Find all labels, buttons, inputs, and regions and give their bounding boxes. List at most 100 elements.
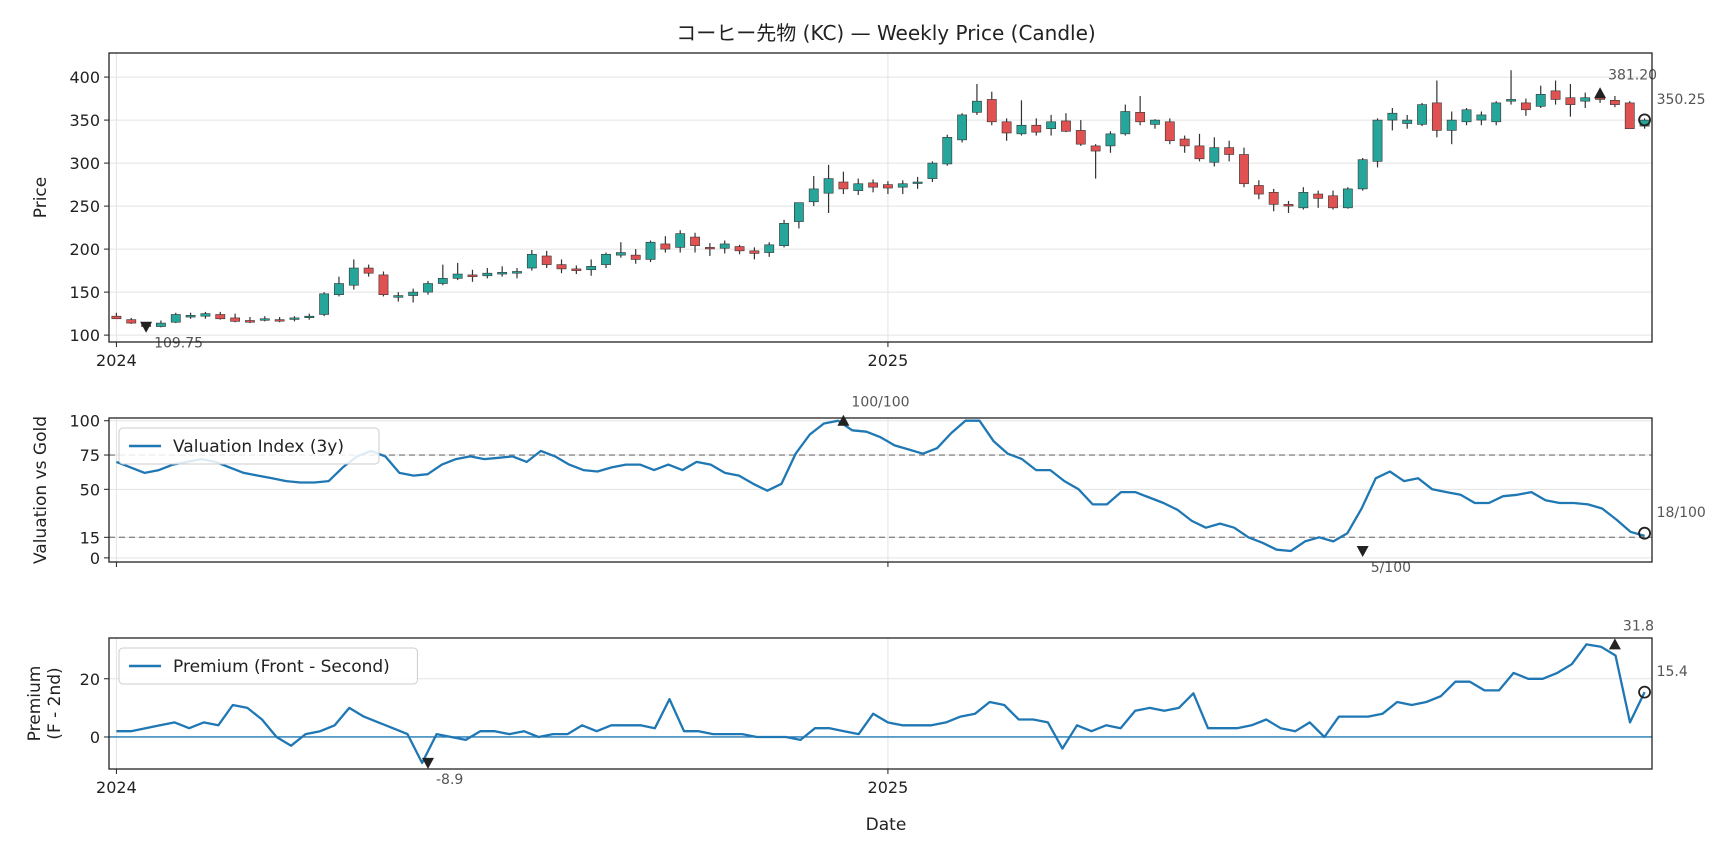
candle-body [111, 315, 122, 320]
annotation-label: 100/100 [851, 395, 909, 411]
y-tick-label: 0 [90, 728, 100, 747]
candle-body [497, 272, 508, 275]
candle-body [1372, 119, 1383, 162]
x-axis-label: Date [866, 815, 907, 835]
candle-body [1268, 192, 1279, 205]
legend-box [118, 427, 380, 465]
y-axis-label-line: Premium [25, 666, 45, 742]
candle-body [1328, 195, 1338, 209]
candle-body [1342, 188, 1353, 209]
x-tick-label: 2025 [868, 351, 909, 370]
candle-body [1135, 112, 1146, 123]
candle-body [541, 255, 552, 265]
candle-body [215, 314, 226, 320]
candle-body [304, 315, 315, 318]
plot-frame [108, 637, 1653, 770]
annotation-label: 15.4 [1657, 664, 1688, 680]
y-axis-label-line: (F - 2nd) [45, 667, 65, 739]
candle-body [556, 264, 567, 270]
y-tick-label: 250 [69, 197, 100, 216]
candle-body [378, 274, 389, 295]
candle-body [675, 233, 686, 248]
candle-body [1164, 121, 1175, 142]
y-axis-label-line: Valuation vs Gold [31, 416, 51, 564]
y-tick-label: 150 [69, 283, 100, 302]
x-tick-label: 2025 [868, 778, 909, 797]
candle-body [704, 247, 715, 250]
y-axis-label-line: Price [31, 177, 51, 218]
candle-body [156, 322, 166, 327]
y-tick-label: 400 [69, 68, 100, 87]
candle-body [1001, 121, 1012, 134]
chart-title: コーヒー先物 (KC) — Weekly Price (Candle) [676, 21, 1095, 45]
y-axis-label: Premium(F - 2nd) [25, 666, 65, 742]
candle-body [957, 114, 968, 141]
candle-body [1506, 99, 1516, 102]
candle-body [408, 291, 419, 296]
candle-body [615, 252, 626, 256]
candle-body [1491, 102, 1502, 123]
candle-body [719, 243, 730, 249]
annotation-label: 5/100 [1371, 560, 1411, 576]
candle-body [793, 202, 804, 222]
x-tick-label: 2024 [96, 778, 137, 797]
candle-body [1387, 112, 1398, 121]
y-tick-label: 15 [80, 528, 100, 547]
y-tick-label: 100 [69, 326, 100, 345]
candle-body [660, 243, 671, 250]
candle-body [185, 315, 196, 318]
annotation-marker [1594, 87, 1607, 99]
series-line [116, 643, 1646, 765]
y-tick-label: 50 [80, 480, 100, 499]
candle-body [1283, 204, 1294, 207]
annotation-marker [1356, 546, 1369, 558]
candle-body [986, 99, 997, 123]
candle-body [1461, 109, 1472, 123]
candle-body [1550, 90, 1561, 100]
annotation-label: 381.20 [1608, 67, 1657, 83]
candle-body [1061, 120, 1071, 132]
candle-body [363, 267, 374, 274]
y-axis-label: Valuation vs Gold [31, 416, 51, 564]
candle-body [482, 272, 493, 277]
candle-body [230, 317, 241, 322]
y-tick-label: 350 [69, 111, 100, 130]
candle-body [1046, 121, 1057, 129]
candle-body [1090, 145, 1101, 152]
annotation-label: 31.8 [1623, 618, 1654, 634]
legend-box [118, 647, 418, 685]
candle-body [1209, 147, 1220, 163]
candle-body [289, 317, 300, 320]
candle-body [1402, 119, 1413, 124]
candle-body [586, 266, 597, 271]
candle-body [274, 319, 285, 322]
y-tick-label: 300 [69, 154, 100, 173]
candle-body [1105, 133, 1116, 147]
price-panel: 100 150 200 250 300 350 400 Price 381.20 109.75 35… [31, 52, 1706, 370]
candle-body [868, 182, 878, 188]
annotation-marker [1638, 113, 1651, 127]
legend-label: Valuation Index (3y) [173, 437, 344, 457]
candle-body [1298, 192, 1309, 209]
candle-body [245, 320, 255, 323]
candle-body [334, 283, 344, 295]
annotation-label: 109.75 [154, 336, 203, 352]
candle-body [512, 271, 522, 274]
candle-body [942, 136, 953, 165]
annotation-label: 350.25 [1657, 92, 1706, 108]
candle-body [393, 295, 404, 298]
candle-body [348, 267, 359, 286]
candle-body [259, 318, 270, 321]
candle-body [319, 293, 330, 315]
candle-body [779, 223, 789, 246]
candle-body [1239, 154, 1249, 185]
legend-label: Premium (Front - Second) [173, 657, 390, 677]
y-tick-label: 200 [69, 240, 100, 259]
candle-body [1031, 124, 1042, 133]
plot-frame [108, 417, 1653, 563]
annotation-label: -8.9 [436, 772, 463, 788]
annotation-marker [1638, 526, 1651, 540]
candle-body [1179, 138, 1190, 147]
candle-body [1253, 185, 1264, 195]
